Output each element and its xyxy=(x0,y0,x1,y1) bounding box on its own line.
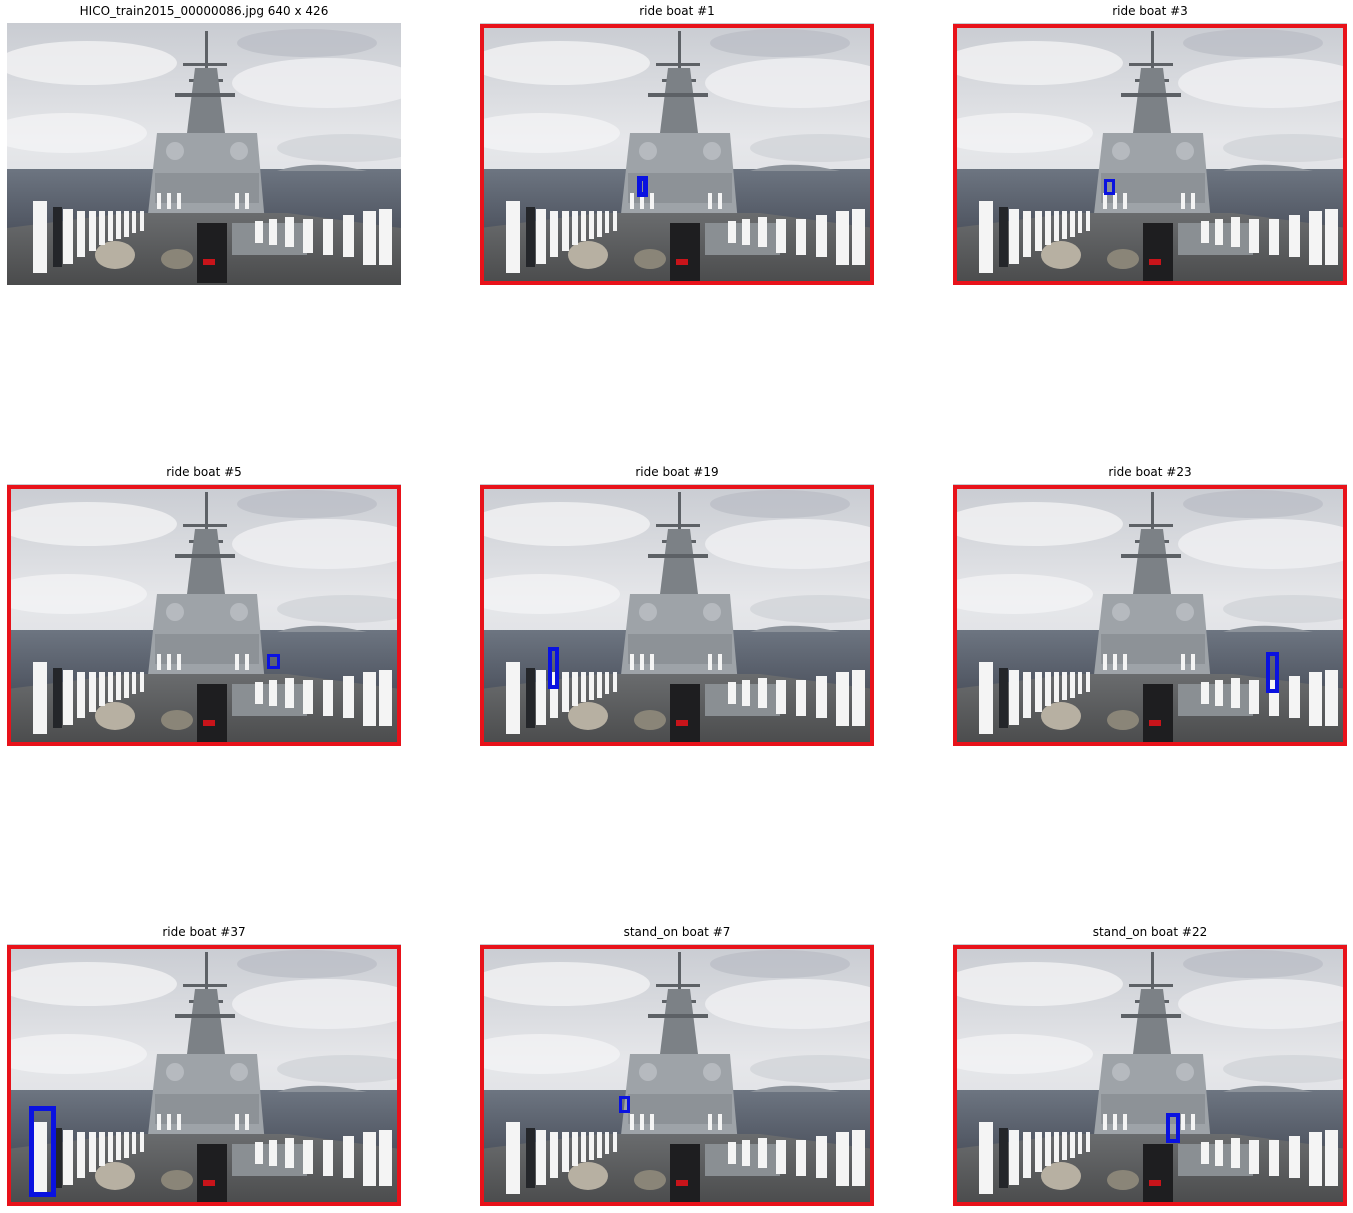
image-panel-ride-boat-1: ride boat #1 xyxy=(480,4,874,285)
panel-title: ride boat #1 xyxy=(639,4,715,18)
ship-photo xyxy=(480,944,874,1206)
ship-photo xyxy=(7,944,401,1206)
image-panel-ride-boat-23: ride boat #23 xyxy=(953,465,1347,746)
image-panel-original: HICO_train2015_00000086.jpg 640 x 426 xyxy=(7,4,401,285)
image-panel-ride-boat-3: ride boat #3 xyxy=(953,4,1347,285)
image-panel-ride-boat-5: ride boat #5 xyxy=(7,465,401,746)
ship-photo xyxy=(7,23,401,285)
image-panel-ride-boat-19: ride boat #19 xyxy=(480,465,874,746)
ship-photo xyxy=(480,484,874,746)
image-panel-stand-on-boat-22: stand_on boat #22 xyxy=(953,925,1347,1206)
panel-title: ride boat #19 xyxy=(635,465,719,479)
ship-photo xyxy=(7,484,401,746)
image-panel-ride-boat-37: ride boat #37 xyxy=(7,925,401,1206)
ship-photo xyxy=(953,484,1347,746)
panel-title: stand_on boat #22 xyxy=(1092,925,1208,939)
panel-title: ride boat #3 xyxy=(1112,4,1188,18)
panel-title: ride boat #37 xyxy=(162,925,246,939)
panel-title: HICO_train2015_00000086.jpg 640 x 426 xyxy=(79,4,329,18)
panel-title: stand_on boat #7 xyxy=(623,925,731,939)
image-panel-stand-on-boat-7: stand_on boat #7 xyxy=(480,925,874,1206)
ship-photo xyxy=(953,23,1347,285)
ship-photo xyxy=(480,23,874,285)
ship-photo xyxy=(953,944,1347,1206)
panel-title: ride boat #23 xyxy=(1108,465,1192,479)
panel-title: ride boat #5 xyxy=(166,465,242,479)
